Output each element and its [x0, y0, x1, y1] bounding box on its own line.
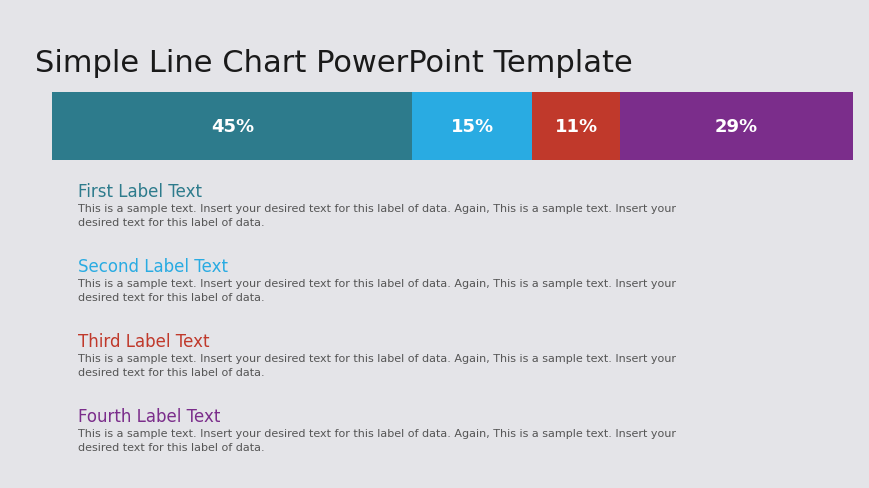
- Text: This is a sample text. Insert your desired text for this label of data. Again, T: This is a sample text. Insert your desir…: [78, 428, 675, 452]
- Text: This is a sample text. Insert your desired text for this label of data. Again, T: This is a sample text. Insert your desir…: [78, 353, 675, 377]
- Text: 11%: 11%: [554, 118, 597, 136]
- Text: Fourth Label Text: Fourth Label Text: [78, 407, 221, 425]
- Bar: [532, 93, 620, 161]
- Text: Simple Line Chart PowerPoint Template: Simple Line Chart PowerPoint Template: [35, 49, 632, 78]
- Text: 29%: 29%: [714, 118, 757, 136]
- Bar: [412, 93, 532, 161]
- Text: 15%: 15%: [450, 118, 494, 136]
- Text: First Label Text: First Label Text: [78, 183, 202, 201]
- Bar: [52, 93, 412, 161]
- Text: Second Label Text: Second Label Text: [78, 258, 228, 276]
- Bar: [620, 93, 852, 161]
- Text: This is a sample text. Insert your desired text for this label of data. Again, T: This is a sample text. Insert your desir…: [78, 204, 675, 228]
- Text: This is a sample text. Insert your desired text for this label of data. Again, T: This is a sample text. Insert your desir…: [78, 279, 675, 303]
- Text: 45%: 45%: [210, 118, 254, 136]
- Text: Third Label Text: Third Label Text: [78, 332, 209, 350]
